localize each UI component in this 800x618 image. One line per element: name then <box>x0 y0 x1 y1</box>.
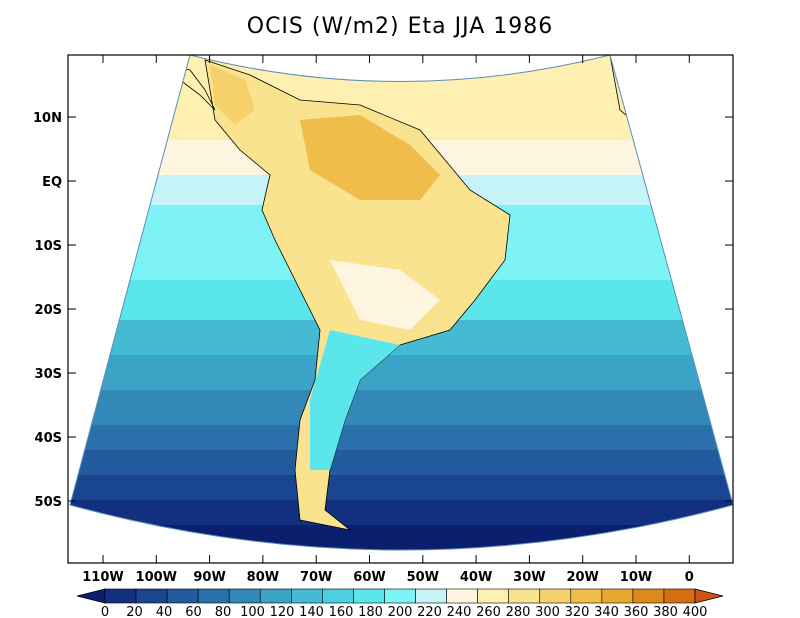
colorbar-swatch <box>259 588 292 604</box>
colorbar: 0 20 40 60 80 100 120 140 160 180 200 220 240 260 280 3… <box>76 588 724 618</box>
colorbar-label: 20 <box>126 605 143 618</box>
colorbar-label: 140 <box>299 605 324 618</box>
x-tick-label: 100W <box>136 570 177 585</box>
x-tick-label: 30W <box>513 570 545 585</box>
colorbar-label: 300 <box>535 605 560 618</box>
colorbar-label: 320 <box>565 605 590 618</box>
map-title: OCIS (W/m2) Eta JJA 1986 <box>246 14 554 39</box>
colorbar-swatch <box>228 588 261 604</box>
y-tick-label: 10N <box>33 111 62 126</box>
colorbar-label: 60 <box>185 605 202 618</box>
y-tick-label: EQ <box>42 175 62 190</box>
colorbar-swatch <box>322 588 354 604</box>
colorbar-swatch <box>353 588 385 604</box>
y-tick-label: 50S <box>35 495 62 510</box>
flux-field <box>70 55 733 550</box>
colorbar-label: 40 <box>156 605 173 618</box>
y-tick-label: 10S <box>35 239 62 254</box>
colorbar-swatch <box>104 588 137 604</box>
colorbar-swatch <box>508 588 541 604</box>
colorbar-label: 360 <box>624 605 649 618</box>
colorbar-swatch <box>166 588 199 604</box>
colorbar-swatch <box>446 588 478 604</box>
colorbar-label: 260 <box>476 605 501 618</box>
x-tick-label: 110W <box>82 570 123 585</box>
colorbar-swatch <box>291 588 323 604</box>
colorbar-label: 400 <box>683 605 708 618</box>
colorbar-label: 0 <box>101 605 109 618</box>
colorbar-swatch <box>415 588 447 604</box>
colorbar-swatch <box>197 588 230 604</box>
colorbar-label: 100 <box>240 605 265 618</box>
x-tick-label: 50W <box>407 570 439 585</box>
x-axis: 110W 100W 90W 80W 70W 60W 50W 40W 30W 20W 10W 0 <box>82 55 694 585</box>
colorbar-swatch <box>570 588 603 604</box>
colorbar-min-arrow <box>76 588 106 604</box>
colorbar-swatch <box>539 588 572 604</box>
colorbar-max-arrow <box>694 588 724 604</box>
y-tick-label: 20S <box>35 303 62 318</box>
x-tick-label: 40W <box>460 570 492 585</box>
x-tick-label: 60W <box>353 570 385 585</box>
colorbar-label: 240 <box>447 605 472 618</box>
colorbar-swatch <box>384 588 416 604</box>
x-tick-label: 10W <box>620 570 652 585</box>
colorbar-swatch <box>663 588 696 604</box>
colorbar-label: 220 <box>417 605 442 618</box>
colorbar-label: 280 <box>506 605 531 618</box>
colorbar-swatch <box>135 588 168 604</box>
colorbar-swatch <box>632 588 665 604</box>
colorbar-label: 160 <box>329 605 354 618</box>
x-tick-label: 0 <box>685 570 694 585</box>
x-tick-label: 20W <box>566 570 598 585</box>
x-tick-label: 80W <box>247 570 279 585</box>
colorbar-label: 200 <box>388 605 413 618</box>
colorbar-swatch <box>477 588 509 604</box>
colorbar-label: 120 <box>270 605 295 618</box>
colorbar-swatch <box>601 588 634 604</box>
x-tick-label: 90W <box>193 570 225 585</box>
colorbar-label: 380 <box>653 605 678 618</box>
x-tick-label: 70W <box>300 570 332 585</box>
y-tick-label: 30S <box>35 367 62 382</box>
colorbar-label: 180 <box>358 605 383 618</box>
y-axis: 10N EQ 10S 20S 30S 40S 50S <box>33 111 733 510</box>
colorbar-label: 80 <box>215 605 232 618</box>
y-tick-label: 40S <box>35 431 62 446</box>
colorbar-label: 340 <box>594 605 619 618</box>
